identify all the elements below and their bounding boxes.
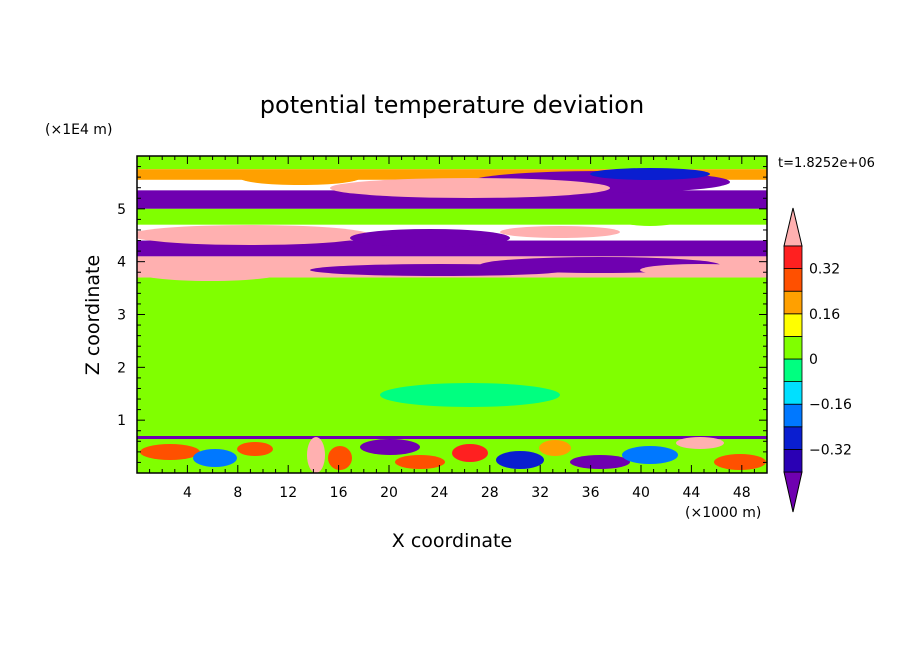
x-tick-label: 16 xyxy=(330,485,348,501)
x-tick-label: 28 xyxy=(481,485,499,501)
field-structure xyxy=(640,264,760,276)
colorbar-label: −0.32 xyxy=(809,442,852,458)
y-axis-ticks: 1 2 3 4 5 xyxy=(117,166,767,463)
colorbar-bin xyxy=(783,448,803,473)
field-band xyxy=(137,156,767,170)
field-structure xyxy=(676,437,724,449)
x-axis-ticks: 4 8 12 16 20 24 28 32 36 40 44 48 xyxy=(149,156,755,501)
colorbar-label: 0.16 xyxy=(809,307,840,323)
field-structure xyxy=(190,300,410,360)
y-tick-label: 4 xyxy=(117,255,126,271)
field-structure xyxy=(622,446,678,464)
field-structure xyxy=(160,400,280,420)
colorbar-bin xyxy=(783,290,803,315)
field-structure xyxy=(500,226,620,238)
field-structure xyxy=(137,263,285,281)
y-axis-unit: (×1E4 m) xyxy=(45,122,112,138)
field-structure xyxy=(496,451,544,469)
field-band xyxy=(137,169,767,180)
field-structure xyxy=(570,455,630,469)
field-structure xyxy=(539,440,571,456)
field-band xyxy=(137,240,767,257)
field-structure xyxy=(137,225,370,245)
x-tick-label: 40 xyxy=(632,485,650,501)
chart-title: potential temperature deviation xyxy=(260,91,644,119)
x-tick-label: 32 xyxy=(531,485,549,501)
field-structure xyxy=(193,449,237,467)
field-band xyxy=(137,208,767,225)
colorbar-extend-min xyxy=(783,471,803,513)
colorbar-bin xyxy=(783,313,803,337)
field-structure xyxy=(620,214,680,226)
field-structure xyxy=(240,171,360,185)
x-axis-unit: (×1000 m) xyxy=(685,505,761,521)
colorbar-bin xyxy=(783,268,803,292)
field-structure xyxy=(350,229,510,247)
y-axis-label: Z coordinate xyxy=(82,255,104,375)
field-structure xyxy=(328,446,352,470)
field-structure xyxy=(137,436,767,439)
x-tick-label: 4 xyxy=(183,485,192,501)
x-tick-label: 48 xyxy=(733,485,751,501)
x-tick-label: 8 xyxy=(233,485,242,501)
x-tick-label: 20 xyxy=(380,485,398,501)
colorbar-bin xyxy=(783,426,803,450)
colorbar-bin xyxy=(783,403,803,428)
y-tick-label: 3 xyxy=(117,308,126,324)
x-axis-label: X coordinate xyxy=(392,530,512,552)
colorbar-label: −0.16 xyxy=(809,397,852,413)
field-band xyxy=(137,190,767,209)
field-structure xyxy=(330,178,610,198)
field-structure xyxy=(395,455,445,469)
y-tick-label: 5 xyxy=(117,202,126,218)
y-tick-label: 2 xyxy=(117,360,126,376)
field-structure xyxy=(452,444,488,462)
colorbar: 0.32 0.16 0 −0.16 −0.32 xyxy=(783,207,852,513)
field-structure xyxy=(430,325,690,395)
y-tick-label: 1 xyxy=(117,413,126,429)
field-structure xyxy=(380,383,560,407)
field-structure xyxy=(580,398,720,422)
colorbar-label: 0.32 xyxy=(809,262,840,278)
contour-field xyxy=(137,156,767,473)
colorbar-bin xyxy=(783,381,803,405)
field-structure xyxy=(140,444,200,460)
colorbar-extend-max xyxy=(783,207,803,247)
colorbar-bin xyxy=(783,358,803,383)
x-tick-label: 12 xyxy=(279,485,297,501)
time-label: t=1.8252e+06 xyxy=(778,156,875,171)
field-structure xyxy=(714,454,766,470)
colorbar-label: 0 xyxy=(809,352,818,368)
field-structure xyxy=(360,439,420,455)
field-structure xyxy=(310,264,570,276)
field-structure xyxy=(590,168,710,180)
field-structure xyxy=(307,437,325,473)
x-tick-label: 44 xyxy=(682,485,700,501)
colorbar-bin xyxy=(783,245,803,270)
field-structure xyxy=(237,442,273,456)
x-tick-label: 36 xyxy=(582,485,600,501)
colorbar-bin xyxy=(783,335,803,360)
x-tick-label: 24 xyxy=(430,485,448,501)
